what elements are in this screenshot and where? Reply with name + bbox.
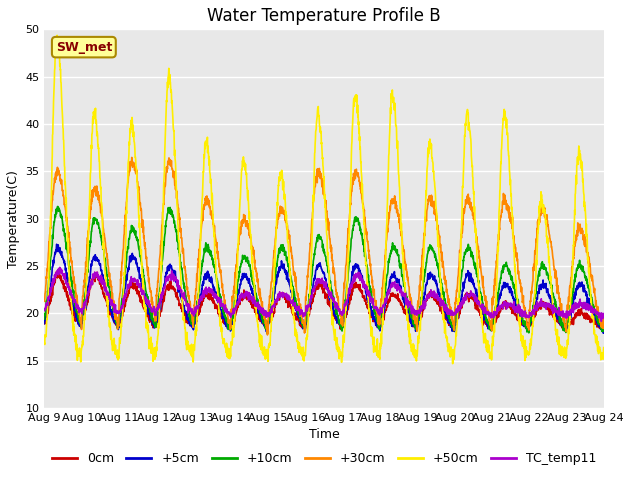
+50cm — [41, 340, 49, 346]
+50cm — [600, 345, 607, 350]
Line: +5cm: +5cm — [45, 244, 604, 333]
TC_temp11 — [600, 311, 607, 317]
Line: 0cm: 0cm — [45, 271, 604, 331]
+30cm — [353, 170, 361, 176]
+5cm — [197, 294, 205, 300]
TC_temp11 — [550, 309, 558, 315]
+5cm — [41, 321, 49, 326]
TC_temp11 — [353, 273, 360, 279]
0cm — [41, 321, 49, 327]
TC_temp11 — [41, 308, 49, 313]
0cm — [487, 324, 495, 330]
Line: TC_temp11: TC_temp11 — [45, 267, 604, 322]
Line: +30cm: +30cm — [45, 157, 604, 335]
0cm — [353, 285, 360, 290]
+5cm — [600, 330, 607, 336]
+30cm — [600, 312, 607, 317]
+50cm — [449, 361, 456, 367]
TC_temp11 — [197, 295, 205, 301]
+30cm — [41, 299, 49, 304]
TC_temp11 — [487, 315, 495, 321]
0cm — [600, 322, 607, 328]
+5cm — [600, 324, 607, 329]
+50cm — [487, 349, 495, 355]
+5cm — [550, 308, 558, 314]
+10cm — [566, 302, 574, 308]
0cm — [450, 328, 458, 334]
+5cm — [487, 322, 495, 327]
Title: Water Temperature Profile B: Water Temperature Profile B — [207, 7, 441, 25]
+30cm — [566, 283, 574, 289]
+10cm — [41, 316, 49, 322]
X-axis label: Time: Time — [308, 429, 339, 442]
+50cm — [566, 308, 574, 313]
+50cm — [53, 33, 61, 38]
TC_temp11 — [566, 312, 574, 318]
+10cm — [551, 298, 559, 304]
+10cm — [263, 330, 271, 336]
+10cm — [54, 204, 61, 209]
+10cm — [197, 270, 205, 276]
+5cm — [340, 316, 348, 322]
+50cm — [551, 315, 559, 321]
+10cm — [353, 218, 361, 224]
+30cm — [197, 231, 205, 237]
+30cm — [551, 266, 559, 272]
+50cm — [353, 98, 360, 104]
+30cm — [487, 326, 495, 332]
+5cm — [353, 262, 360, 268]
+50cm — [340, 332, 348, 337]
+30cm — [264, 332, 271, 338]
+5cm — [53, 241, 61, 247]
0cm — [340, 317, 348, 323]
0cm — [197, 304, 205, 310]
+5cm — [566, 312, 574, 317]
+50cm — [197, 235, 205, 240]
+10cm — [341, 305, 349, 311]
+30cm — [341, 278, 349, 284]
TC_temp11 — [598, 319, 605, 324]
0cm — [53, 268, 61, 274]
Legend: 0cm, +5cm, +10cm, +30cm, +50cm, TC_temp11: 0cm, +5cm, +10cm, +30cm, +50cm, TC_temp1… — [47, 447, 602, 470]
0cm — [551, 317, 559, 323]
Line: +50cm: +50cm — [45, 36, 604, 364]
+10cm — [487, 326, 495, 332]
+30cm — [128, 155, 136, 160]
Line: +10cm: +10cm — [45, 206, 604, 333]
TC_temp11 — [56, 264, 63, 270]
+10cm — [600, 327, 607, 333]
TC_temp11 — [340, 301, 348, 307]
0cm — [566, 319, 574, 325]
Y-axis label: Temperature(C): Temperature(C) — [7, 170, 20, 267]
Text: SW_met: SW_met — [56, 41, 112, 54]
